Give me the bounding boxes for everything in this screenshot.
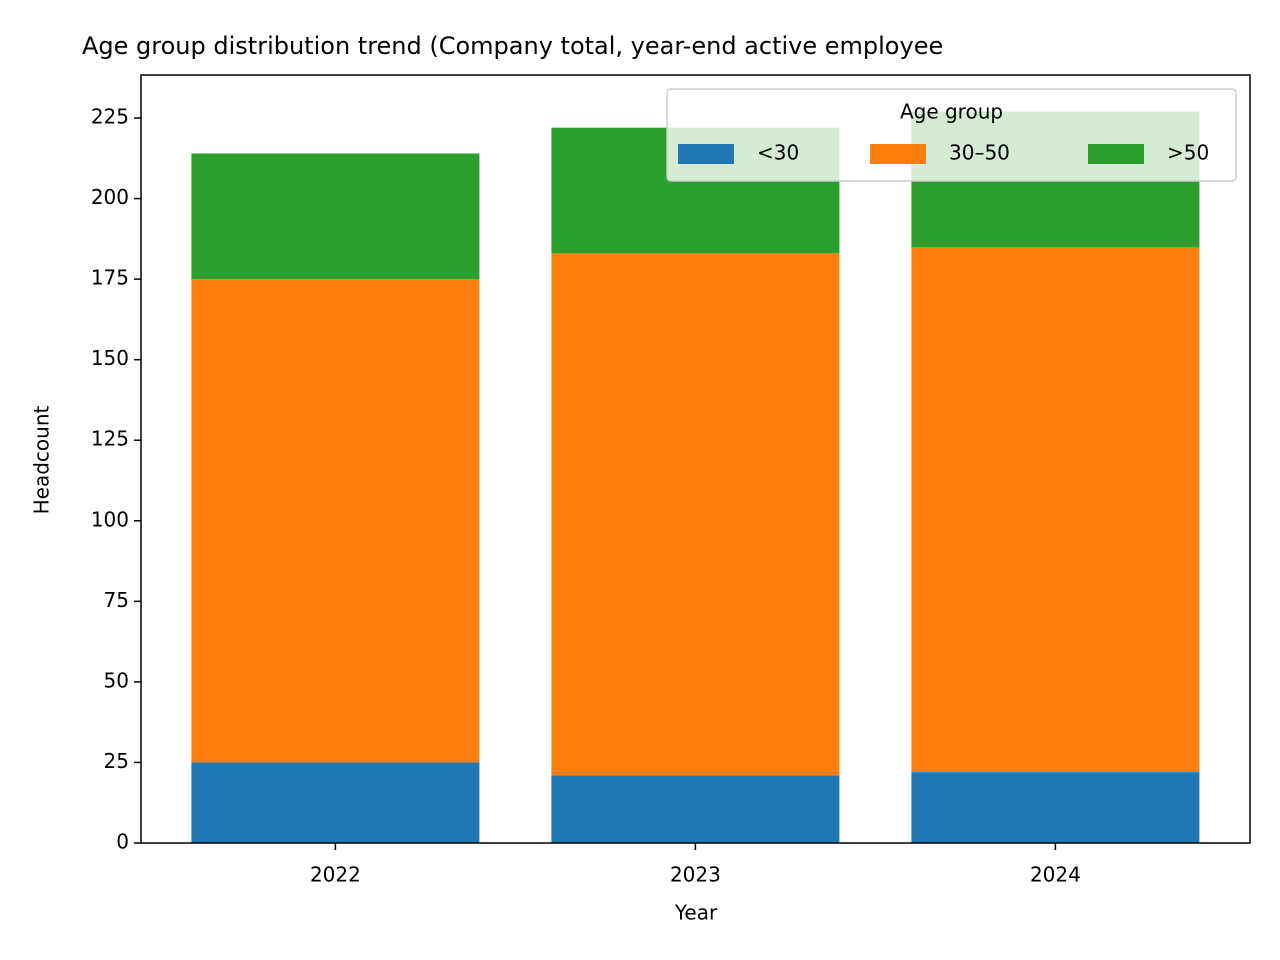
y-tick-label: 75 xyxy=(104,588,129,612)
legend-title: Age group xyxy=(900,100,1003,124)
legend-label: >50 xyxy=(1167,141,1209,165)
y-tick-label: 125 xyxy=(91,427,129,451)
y-tick-label: 25 xyxy=(104,749,129,773)
legend-swatch xyxy=(678,144,734,164)
legend-swatch xyxy=(1088,144,1144,164)
legend-label: <30 xyxy=(757,141,799,165)
bar-segment xyxy=(551,253,840,776)
x-tick-label: 2022 xyxy=(310,863,361,887)
y-tick-label: 200 xyxy=(91,185,129,209)
bar-segment xyxy=(191,153,480,280)
bar-segment xyxy=(911,246,1200,773)
plot-frame xyxy=(140,74,1251,844)
x-tick-label: 2024 xyxy=(1030,863,1081,887)
bar-segment xyxy=(911,772,1200,843)
bar-segment xyxy=(191,762,480,843)
y-tick-label: 225 xyxy=(91,105,129,129)
y-tick-label: 150 xyxy=(91,346,129,370)
legend-label: 30–50 xyxy=(949,141,1010,165)
bar-segment xyxy=(551,775,840,843)
y-axis-label: Headcount xyxy=(30,405,54,514)
chart-title: Age group distribution trend (Company to… xyxy=(82,32,943,60)
y-tick-label: 175 xyxy=(91,266,129,290)
legend-swatch xyxy=(870,144,926,164)
y-tick-label: 50 xyxy=(104,668,129,692)
x-axis-label: Year xyxy=(674,901,718,925)
y-tick-label: 0 xyxy=(116,830,129,854)
bar-segment xyxy=(191,279,480,763)
y-tick-label: 100 xyxy=(91,507,129,531)
x-tick-label: 2023 xyxy=(670,863,721,887)
